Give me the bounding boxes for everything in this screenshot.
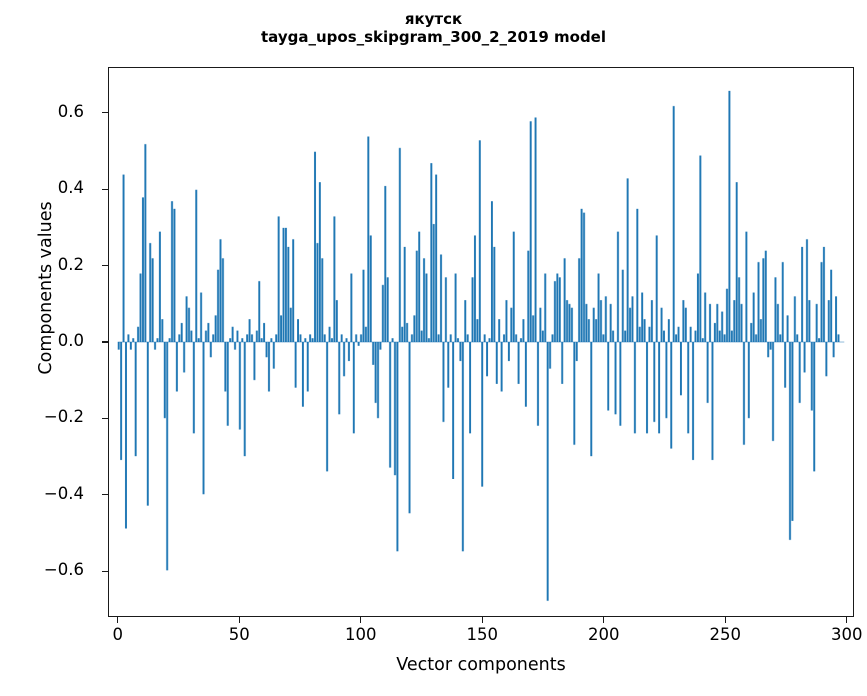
y-tick-mark: [102, 417, 108, 420]
x-tick-label: 50: [228, 625, 250, 644]
plot-area: [108, 67, 854, 617]
y-tick-label: −0.6: [43, 560, 84, 580]
x-tick-label: 100: [344, 625, 377, 644]
x-tick-label: 250: [709, 625, 741, 644]
y-tick-mark: [102, 188, 108, 190]
x-tick-label: 150: [466, 625, 498, 644]
x-tick-mark: [360, 617, 362, 623]
chart-title: якутск tayga_upos_skipgram_300_2_2019 mo…: [0, 10, 867, 47]
y-tick-label: −0.2: [43, 407, 84, 427]
x-tick-mark: [117, 617, 119, 623]
y-tick-mark: [102, 570, 108, 572]
bar-series-canvas: [109, 68, 853, 616]
y-tick-label: −0.4: [43, 483, 84, 503]
y-axis-label: Components values: [36, 201, 56, 375]
x-tick-mark: [481, 617, 483, 623]
y-tick-mark: [102, 494, 108, 496]
x-tick-mark: [724, 617, 726, 623]
y-tick-mark: [102, 112, 108, 114]
y-tick-mark: [102, 264, 108, 267]
x-axis-label: Vector components: [396, 655, 566, 675]
y-tick-label: 0.0: [57, 331, 84, 350]
x-tick-label: 200: [587, 625, 620, 644]
x-tick-mark: [603, 617, 605, 623]
x-tick-label: 300: [830, 625, 863, 644]
y-tick-mark: [102, 341, 108, 343]
y-tick-label: 0.4: [57, 178, 84, 198]
chart-title-line-2: tayga_upos_skipgram_300_2_2019 model: [261, 28, 606, 47]
x-tick-mark: [846, 617, 848, 623]
x-tick-label: 0: [112, 625, 123, 644]
y-tick-label: 0.6: [57, 101, 84, 121]
chart-title-line-1: якутск: [404, 10, 463, 28]
y-tick-label: 0.2: [57, 254, 84, 274]
x-tick-mark: [238, 617, 240, 623]
